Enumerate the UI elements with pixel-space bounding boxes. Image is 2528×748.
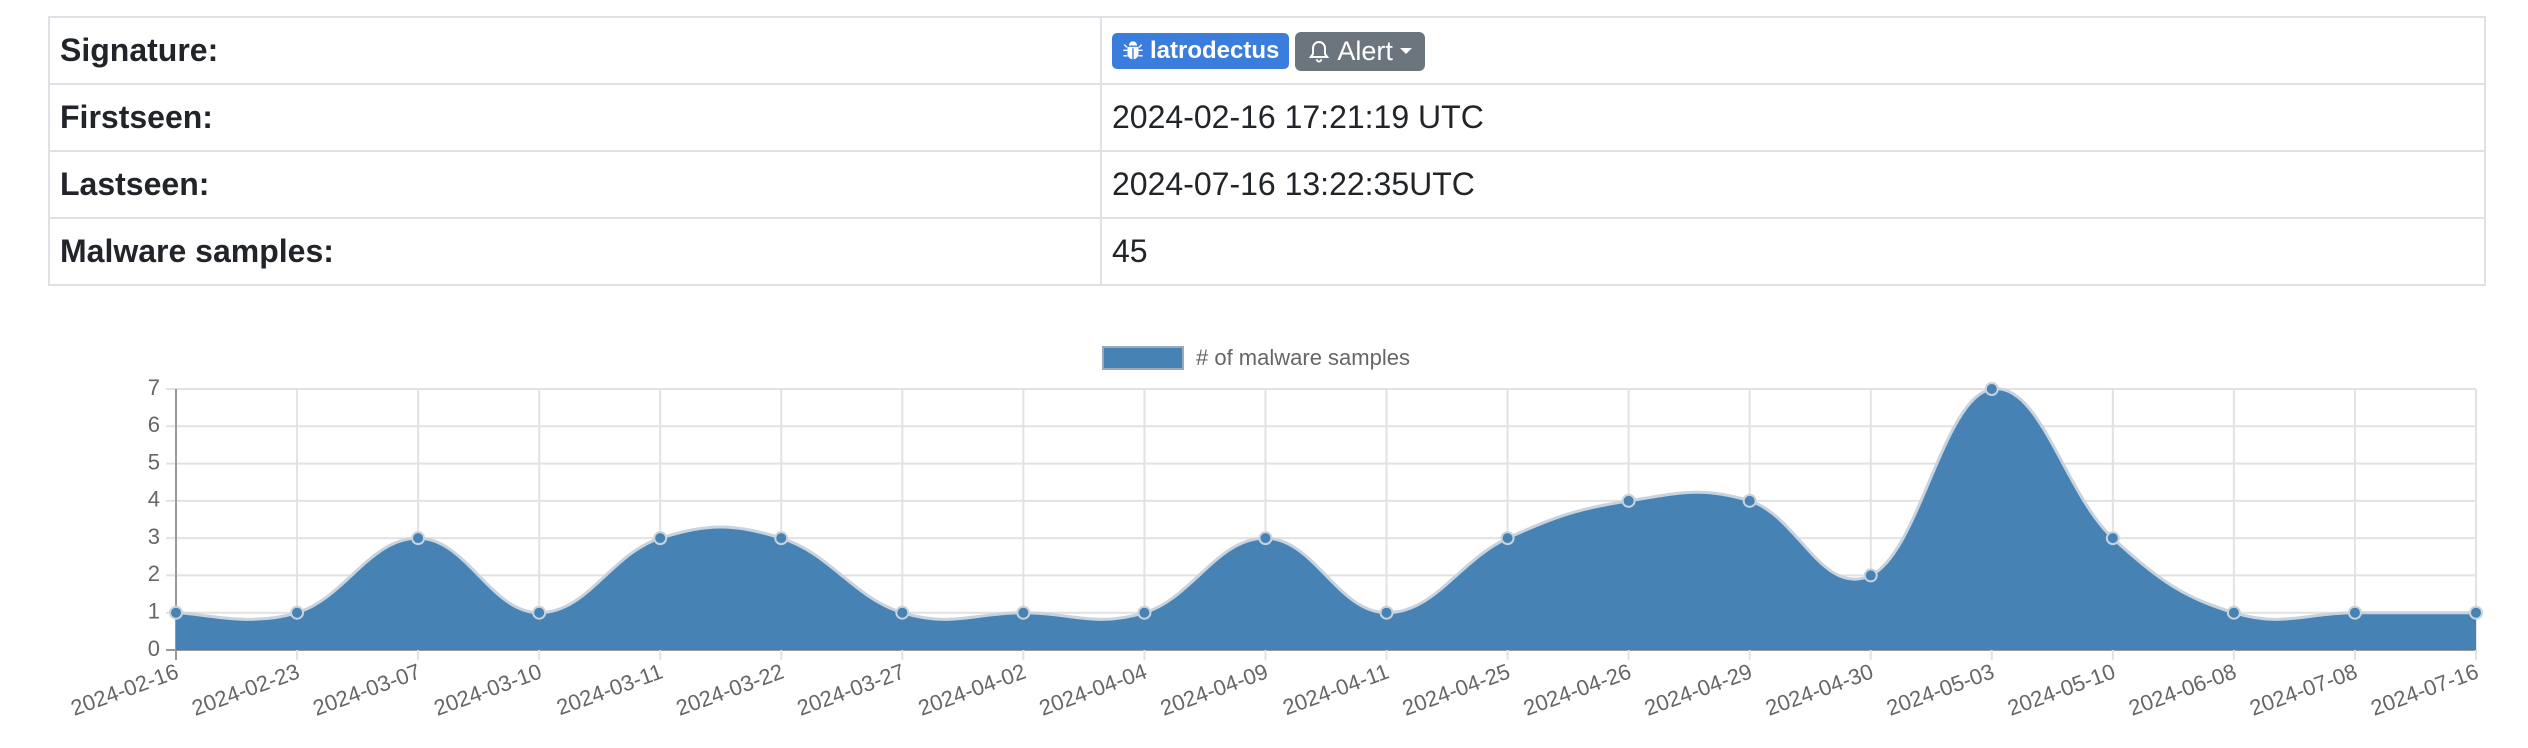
point [2105,531,2120,546]
y-tick-label: 6 [148,412,160,437]
point [411,531,426,546]
caret [1399,48,1412,55]
y-tick-label: 1 [148,599,160,624]
point [532,605,547,620]
x-tick-label: 2024-05-03 [1883,659,1997,721]
point [2347,605,2362,620]
x-tick-label: 2024-04-02 [915,659,1029,721]
row-label: Lastseen: [48,150,1102,219]
bell-icon [1309,41,1330,63]
point [1379,605,1394,620]
y-tick-label: 7 [148,375,160,400]
x-tick-label: 2024-02-16 [67,659,181,721]
legend-label: # of malware samples [1196,345,1410,370]
row-value: 45 [1100,217,2486,286]
tag-text: latrodectus [1150,37,1280,65]
x-tick-label: 2024-03-27 [794,659,908,721]
row: Signature: latrodectus Alert [48,16,2486,85]
area [176,388,2476,650]
row-label: Signature: [48,16,1102,85]
y-tick-label: 3 [148,524,160,549]
y-tick-label: 4 [148,487,160,512]
point [2226,605,2241,620]
y-tick-label: 5 [148,449,160,474]
x-tick-label: 2024-07-16 [2367,659,2481,721]
x-tick-label: 2024-04-29 [1641,659,1755,721]
x-tick-label: 2024-02-23 [188,659,302,721]
x-tick-label: 2024-04-04 [1036,659,1150,721]
point [1016,605,1031,620]
x-tick-label: 2024-03-07 [309,659,423,721]
button-text: Alert [1337,35,1393,66]
info-table: Signature: latrodectus Alert Firstseen: 2… [48,16,2486,286]
point [895,605,910,620]
y-tick-label: 0 [148,636,160,661]
row-value: 2024-02-16 17:21:19 UTC [1100,83,2486,152]
point [1742,493,1757,508]
x-tick-label: 2024-06-08 [2125,659,2239,721]
row: Lastseen: 2024-07-16 13:22:35UTC [48,150,2486,219]
row-value: 2024-07-16 13:22:35UTC [1100,150,2486,219]
x-tick-label: 2024-04-25 [1399,659,1513,721]
point [1621,493,1636,508]
point [1258,531,1273,546]
point [1500,531,1515,546]
point [653,531,668,546]
point [2469,605,2483,620]
alert-button[interactable]: Alert [1295,31,1425,71]
x-tick-label: 2024-03-11 [553,659,666,720]
point [1984,382,1999,396]
x-tick-label: 2024-04-11 [1279,659,1392,720]
row: Firstseen: 2024-02-16 17:21:19 UTC [48,83,2486,152]
row-label: Firstseen: [48,83,1102,152]
x-tick-label: 2024-05-10 [2004,659,2118,721]
row-value: latrodectus Alert [1100,16,2486,85]
legend-swatch [1102,346,1184,370]
x-tick-label: 2024-04-30 [1762,659,1876,721]
point [169,605,183,620]
y-tick-label: 2 [148,561,160,586]
x-tick-label: 2024-03-10 [431,659,545,721]
point [774,531,789,546]
signature-tag[interactable]: latrodectus [1112,33,1290,70]
row-label: Malware samples: [48,217,1102,286]
line [175,387,2476,621]
x-tick-label: 2024-03-22 [673,659,787,721]
point [290,605,305,620]
point [1863,568,1878,583]
x-tick-label: 2024-04-26 [1520,659,1634,721]
bug-icon [1123,41,1143,60]
row: Malware samples: 45 [48,217,2486,286]
point [1137,605,1152,620]
x-tick-label: 2024-04-09 [1157,659,1271,721]
x-tick-label: 2024-07-08 [2246,659,2360,721]
